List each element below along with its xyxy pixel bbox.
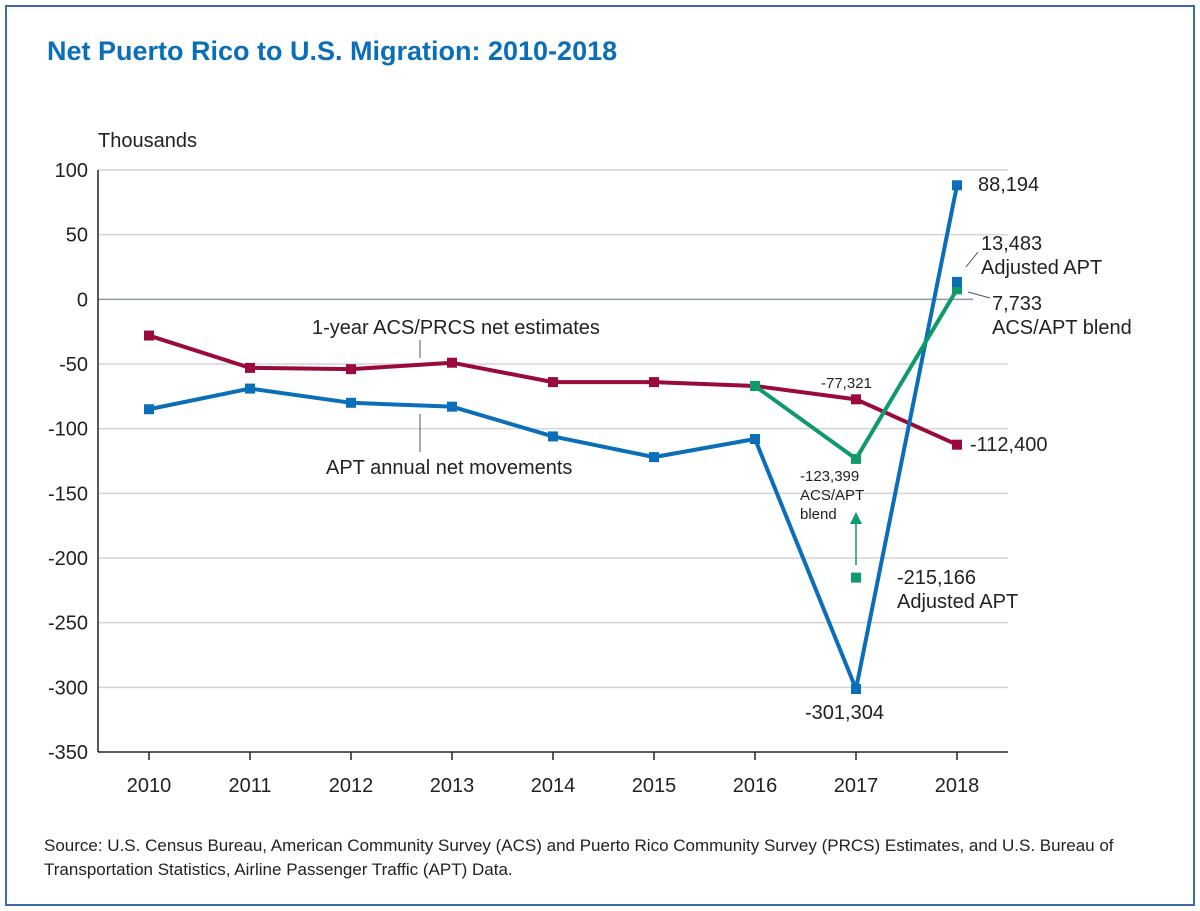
data-point <box>952 439 962 450</box>
leader-line <box>967 291 991 299</box>
annotation-88194: 88,194 <box>978 174 1039 196</box>
y-tick-label: -200 <box>48 548 88 570</box>
x-tick-label: 2011 <box>228 775 271 797</box>
x-tick-label: 2010 <box>127 775 172 797</box>
annotation-215166: -215,166 <box>897 567 976 589</box>
adjusted-apt-point <box>851 572 861 583</box>
y-tick-label: -50 <box>59 354 88 376</box>
x-tick-label: 2012 <box>329 775 374 797</box>
data-point <box>548 431 558 442</box>
x-tick-label: 2016 <box>733 775 778 797</box>
data-point <box>851 684 861 695</box>
annotation-301304: -301,304 <box>805 702 884 724</box>
annotation-blend-2017: blend <box>800 506 837 523</box>
chart-title: Net Puerto Rico to U.S. Migration: 2010-… <box>47 36 618 66</box>
annotation-acs-apt: ACS/APT <box>800 487 864 504</box>
arrow-head-icon <box>850 512 862 524</box>
y-tick-label: 50 <box>66 225 88 247</box>
y-tick-label: 0 <box>77 289 88 311</box>
data-point <box>346 364 356 375</box>
adjusted-apt-point <box>952 276 962 287</box>
data-point <box>144 404 154 415</box>
annotation-77321: -77,321 <box>821 375 872 392</box>
data-point <box>447 401 457 412</box>
y-axis-label: Thousands <box>98 130 197 152</box>
annotation-adjusted-apt: Adjusted APT <box>981 257 1102 279</box>
annotation-123399: -123,399 <box>800 468 859 485</box>
data-point <box>346 397 356 408</box>
annotation-7733: 7,733 <box>992 293 1042 315</box>
data-point <box>851 453 861 464</box>
data-point <box>851 394 861 405</box>
x-tick-label: 2018 <box>935 775 980 797</box>
data-point <box>144 330 154 341</box>
data-point <box>952 180 962 191</box>
y-tick-label: -100 <box>48 419 88 441</box>
source-note: Source: U.S. Census Bureau, American Com… <box>44 836 1114 879</box>
data-point <box>649 452 659 463</box>
chart-frame <box>5 5 1195 906</box>
series-label-acs: 1-year ACS/PRCS net estimates <box>312 317 600 339</box>
y-tick-label: -250 <box>48 613 88 635</box>
annotation-blend: ACS/APT blend <box>992 317 1132 339</box>
series-label-apt: APT annual net movements <box>326 457 572 479</box>
leader-line <box>965 251 979 268</box>
data-point <box>649 377 659 388</box>
x-tick-label: 2017 <box>834 775 879 797</box>
x-tick-label: 2015 <box>632 775 677 797</box>
data-point <box>245 362 255 373</box>
data-point <box>447 357 457 368</box>
data-point <box>245 383 255 394</box>
y-tick-label: -350 <box>48 742 88 764</box>
y-tick-label: -300 <box>48 677 88 699</box>
data-point <box>952 284 962 295</box>
data-point <box>750 380 760 391</box>
x-tick-label: 2014 <box>531 775 576 797</box>
y-tick-label: -150 <box>48 483 88 505</box>
annotation-112400: -112,400 <box>970 434 1047 456</box>
data-point <box>750 434 760 445</box>
annotation-13483: 13,483 <box>981 233 1042 255</box>
x-tick-label: 2013 <box>430 775 475 797</box>
annotation-adjusted-apt-2017: Adjusted APT <box>897 591 1018 613</box>
y-tick-label: 100 <box>55 160 88 182</box>
data-point <box>548 377 558 388</box>
